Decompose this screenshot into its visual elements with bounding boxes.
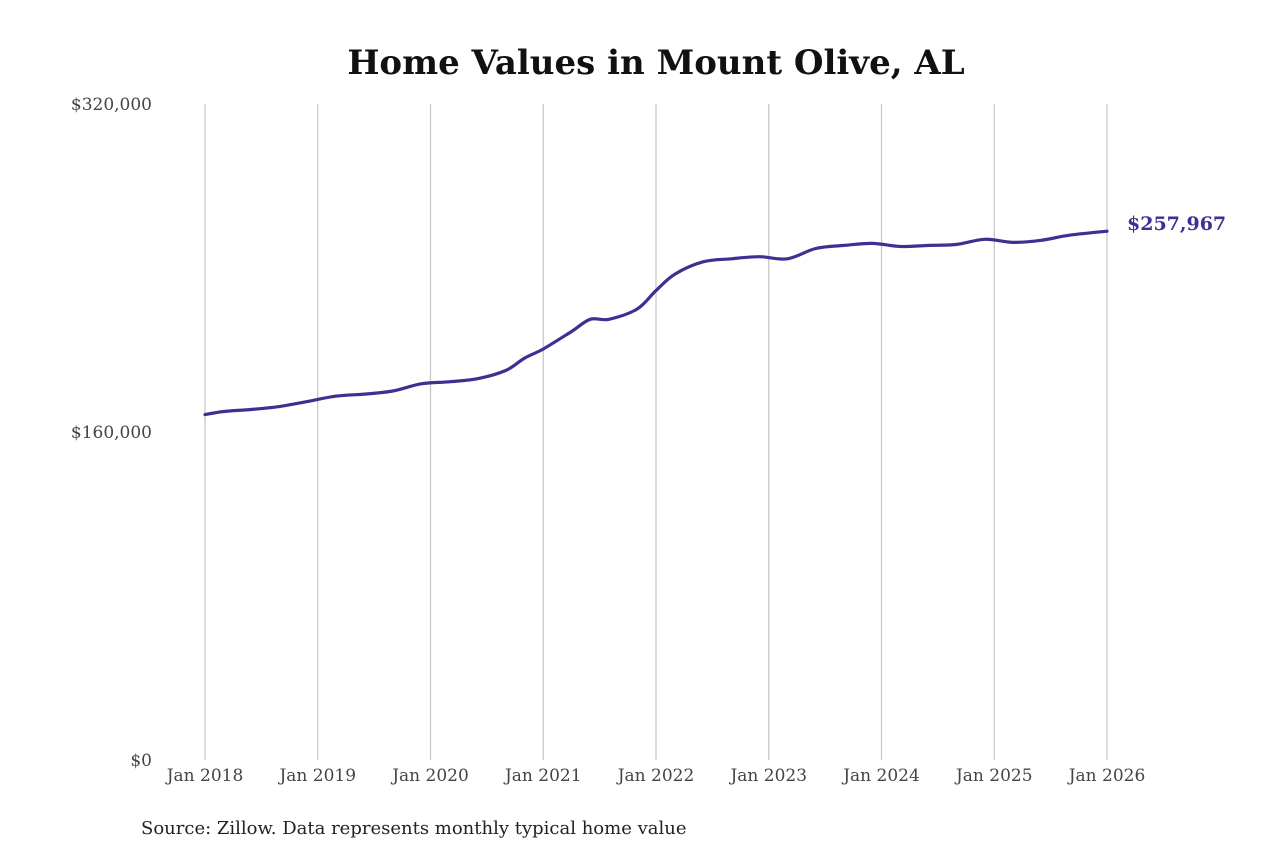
x-tick-label: Jan 2020 [390, 766, 469, 786]
home-value-line [203, 229, 1109, 417]
y-axis-ticks: $0 $160,000 $320,000 [71, 95, 152, 771]
y-tick-label: $160,000 [71, 423, 152, 443]
x-tick-label: Jan 2019 [277, 766, 356, 786]
x-tick-label: Jan 2026 [1067, 766, 1146, 786]
y-tick-label: $320,000 [71, 95, 152, 115]
x-tick-label: Jan 2022 [616, 766, 695, 786]
last-value-label: $257,967 [1127, 213, 1226, 235]
x-tick-label: Jan 2025 [954, 766, 1033, 786]
x-tick-label: Jan 2021 [503, 766, 582, 786]
y-tick-label: $0 [130, 751, 152, 771]
x-tick-label: Jan 2018 [165, 766, 244, 786]
x-axis-ticks: Jan 2018 Jan 2019 Jan 2020 Jan 2021 Jan 2022… [165, 766, 1146, 786]
source-note: Source: Zillow. Data represents monthly … [141, 818, 687, 839]
chart-title: Home Values in Mount Olive, AL [347, 43, 964, 83]
x-tick-label: Jan 2023 [728, 766, 807, 786]
x-tick-label: Jan 2024 [841, 766, 920, 786]
gridlines [204, 104, 1108, 760]
series-layer [203, 229, 1109, 417]
